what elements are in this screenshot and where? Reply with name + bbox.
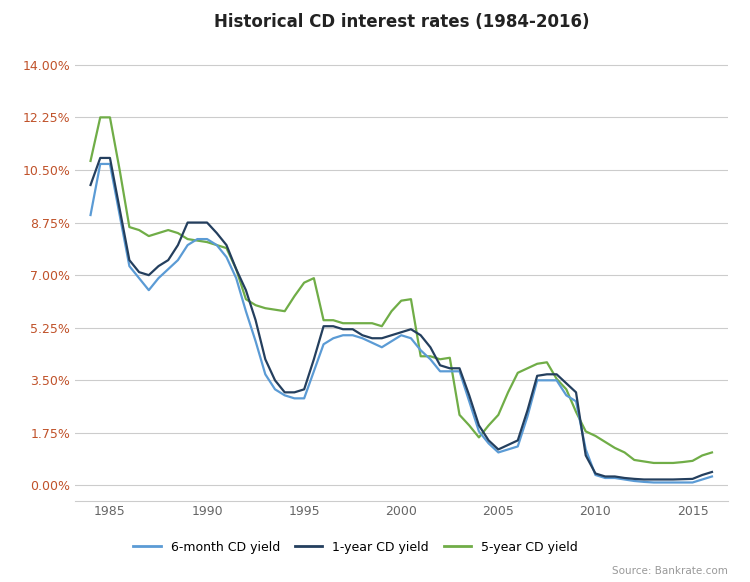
Title: Historical CD interest rates (1984-2016): Historical CD interest rates (1984-2016) — [214, 13, 589, 31]
Legend: 6-month CD yield, 1-year CD yield, 5-year CD yield: 6-month CD yield, 1-year CD yield, 5-yea… — [128, 535, 584, 559]
Text: Source: Bankrate.com: Source: Bankrate.com — [612, 566, 728, 576]
